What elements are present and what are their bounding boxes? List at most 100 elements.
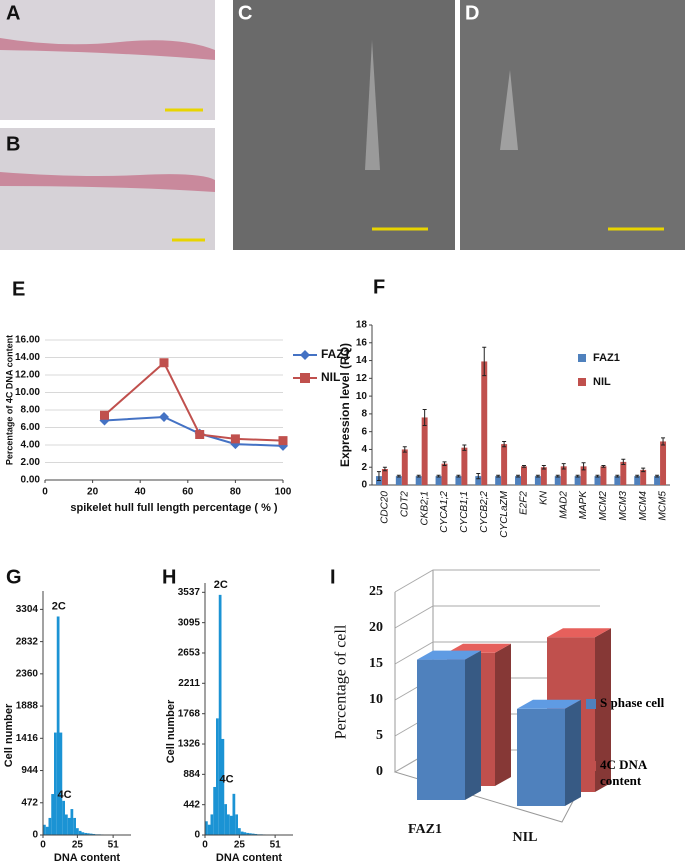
- histogram-bar: [213, 786, 216, 835]
- y-tick-label: 15: [369, 656, 383, 671]
- x-tick-label: CYCB1;1: [459, 491, 470, 533]
- error-bar: [635, 474, 640, 478]
- x-tick-label: MCM2: [598, 491, 609, 521]
- x-tick-label: 51: [270, 840, 282, 851]
- y-tick-label: 6.00: [21, 422, 41, 433]
- bar: [495, 476, 502, 485]
- bar-top: [417, 650, 481, 660]
- y-axis-title: Expression level (RQ): [338, 343, 352, 467]
- y-tick-label: 1888: [16, 701, 39, 712]
- y-tick-label: 8.00: [21, 405, 41, 416]
- error-bar: [456, 474, 461, 478]
- x-tick-label: 51: [108, 840, 120, 851]
- x-tick-label: E2F2: [519, 491, 530, 515]
- bar: [534, 476, 541, 485]
- bar-3d: [517, 699, 581, 806]
- bar: [554, 476, 561, 485]
- legend-box: 4C DNA content: [600, 757, 647, 788]
- histogram-bar: [227, 814, 230, 835]
- bar: [634, 476, 641, 485]
- y-axis-title: Percentage of 4C DNA content: [4, 335, 14, 465]
- legend-label: NIL: [593, 376, 611, 388]
- marker: [278, 436, 288, 446]
- marker: [195, 430, 205, 439]
- legend-label: NIL: [321, 370, 340, 384]
- micrographs: A B C D: [0, 0, 685, 250]
- x-tick-label: CDT2: [399, 491, 410, 518]
- panel-label: I: [330, 566, 336, 588]
- legend-swatch: [578, 378, 586, 386]
- x-tick-label: 0: [40, 840, 46, 851]
- error-bar: [402, 446, 407, 453]
- histogram-bar: [45, 826, 49, 835]
- y-tick-label: 2832: [16, 636, 39, 647]
- panel-label: B: [6, 133, 20, 155]
- marker: [159, 358, 169, 368]
- y-tick-label: 2211: [178, 678, 200, 689]
- bar-3d: [417, 650, 481, 800]
- panel-label: E: [12, 278, 25, 300]
- y-tick-label: 442: [183, 799, 200, 810]
- y-tick-label: 14: [356, 355, 368, 366]
- error-bar: [615, 474, 620, 478]
- y-tick-label: 472: [21, 797, 38, 808]
- histogram-bar: [54, 732, 57, 835]
- histogram-bar: [51, 794, 54, 835]
- bar: [401, 449, 408, 485]
- bar: [654, 476, 661, 485]
- bar-side: [495, 643, 511, 786]
- histogram-bar: [81, 832, 85, 835]
- error-bar: [561, 463, 566, 470]
- histogram-bar: [67, 817, 71, 835]
- y-tick-label: 6: [361, 426, 367, 437]
- y-axis-title: Cell number: [3, 703, 15, 767]
- error-bar: [416, 474, 421, 478]
- bar: [395, 476, 402, 485]
- bar: [381, 469, 388, 485]
- legend-label: 4C DNA content: [600, 757, 647, 788]
- histogram-bar: [70, 809, 74, 835]
- bar: [560, 466, 567, 485]
- x-tick-label: 40: [135, 487, 147, 498]
- series-line: [103, 361, 284, 442]
- histogram-bar: [89, 833, 93, 835]
- y-tick-label: 0: [361, 480, 367, 491]
- histogram-bar: [229, 815, 233, 835]
- error-bar: [581, 462, 586, 471]
- y-tick-label: 0.00: [21, 475, 41, 486]
- bar: [435, 476, 442, 485]
- tissue: [0, 38, 215, 60]
- micrograph-d: [460, 0, 685, 250]
- legend-label: FAZ1: [593, 352, 620, 364]
- grid-line: [394, 605, 600, 629]
- micrograph-c: [233, 0, 455, 250]
- panel-label: C: [238, 2, 252, 24]
- bar-top: [447, 643, 511, 653]
- legend-label: S phase cell: [600, 695, 665, 710]
- histogram-bar: [92, 833, 96, 835]
- x-tick-label: MAPK: [578, 490, 589, 520]
- bar: [580, 466, 587, 485]
- y-tick-label: 5: [376, 728, 383, 743]
- histogram-bar: [48, 817, 52, 835]
- y-tick-label: 0: [376, 764, 383, 779]
- histogram-bar: [235, 814, 238, 835]
- histogram-bar: [238, 828, 241, 835]
- bar: [481, 361, 488, 485]
- legend-swatch: [586, 699, 596, 709]
- x-tick-label: 25: [72, 840, 84, 851]
- bar: [521, 466, 527, 485]
- histogram-bar: [216, 718, 219, 835]
- x-axis-title: DNA content: [54, 852, 121, 864]
- bar: [501, 444, 508, 485]
- x-axis-title: spikelet hull full length percentage ( %…: [70, 502, 278, 514]
- bar: [574, 476, 581, 485]
- legend-swatch: [578, 354, 586, 362]
- panel-label: F: [373, 276, 385, 298]
- y-tick-label: 20: [369, 620, 383, 635]
- error-bar: [376, 471, 381, 482]
- histogram-bar: [78, 830, 82, 835]
- error-bar: [595, 474, 600, 478]
- x-tick-label: 80: [230, 487, 242, 498]
